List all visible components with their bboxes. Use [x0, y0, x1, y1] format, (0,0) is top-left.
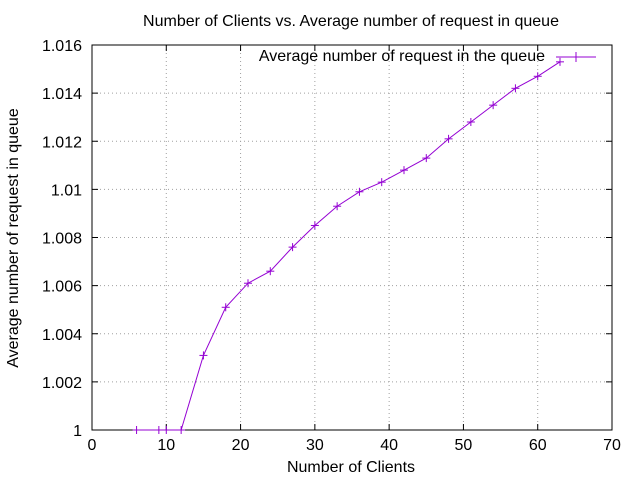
- data-point: [533, 72, 542, 81]
- x-axis-title: Number of Clients: [287, 459, 415, 476]
- chart-title: Number of Clients vs. Average number of …: [143, 13, 559, 30]
- data-point: [489, 101, 498, 110]
- y-tick-label: 1.006: [42, 279, 82, 296]
- data-point: [162, 426, 171, 434]
- y-tick-label: 1.01: [51, 182, 82, 199]
- x-axis-ticks: 0 10 20 30 40 50 60 70: [88, 45, 621, 454]
- data-point: [266, 267, 275, 276]
- x-tick-label: 70: [603, 437, 621, 454]
- x-tick-label: 10: [157, 437, 175, 454]
- data-point: [288, 243, 297, 252]
- data-point: [400, 166, 408, 175]
- data-point: [221, 303, 230, 312]
- series-layer: [132, 57, 564, 434]
- legend-marker: [571, 52, 581, 62]
- y-tick-label: 1.012: [42, 134, 82, 151]
- legend: Average number of request in the queue: [259, 48, 596, 65]
- y-tick-label: 1.016: [42, 38, 82, 55]
- data-point: [422, 154, 431, 163]
- y-tick-label: 1.002: [42, 375, 82, 392]
- data-point: [377, 178, 386, 187]
- series-line: [136, 61, 561, 431]
- y-tick-label: 1: [73, 423, 82, 440]
- y-axis-ticks: 1 1.002 1.004 1.006 1.008 1.01 1.012 1.014 1.016: [42, 38, 612, 440]
- data-point: [333, 202, 342, 211]
- x-tick-label: 0: [88, 437, 97, 454]
- grid: [92, 45, 612, 430]
- legend-label: Average number of request in the queue: [259, 48, 545, 65]
- y-axis-title: Average number of request in queue: [5, 108, 22, 368]
- data-point: [355, 187, 364, 196]
- data-point: [199, 351, 208, 360]
- data-point: [444, 134, 453, 143]
- data-point: [466, 118, 475, 126]
- data-point: [154, 426, 163, 434]
- x-tick-label: 50: [455, 437, 473, 454]
- x-tick-label: 20: [232, 437, 250, 454]
- y-tick-label: 1.014: [42, 86, 82, 103]
- data-point: [511, 84, 520, 93]
- data-point: [132, 426, 141, 434]
- x-tick-label: 60: [529, 437, 547, 454]
- y-tick-label: 1.008: [42, 231, 82, 248]
- data-point: [177, 426, 186, 434]
- data-point: [310, 221, 319, 230]
- data-point: [244, 279, 252, 288]
- y-tick-label: 1.004: [42, 327, 82, 344]
- data-point: [556, 57, 564, 66]
- x-tick-label: 40: [380, 437, 398, 454]
- x-tick-label: 30: [306, 437, 324, 454]
